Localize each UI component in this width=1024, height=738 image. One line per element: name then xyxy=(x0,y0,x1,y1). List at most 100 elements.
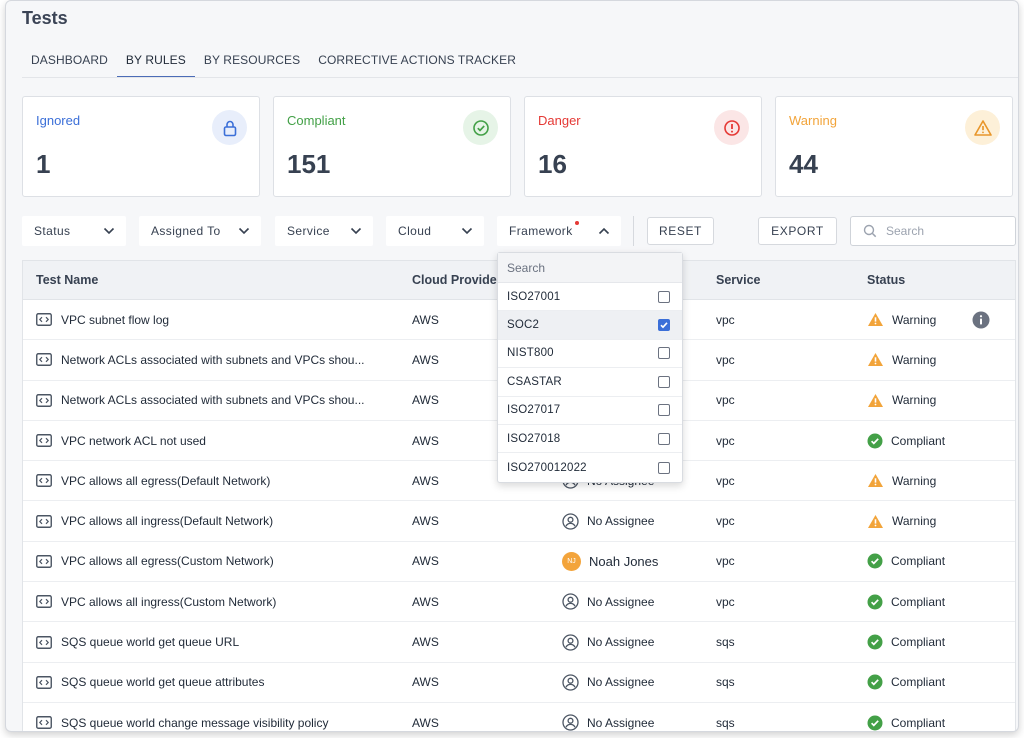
framework-option[interactable]: CSASTAR xyxy=(498,368,682,397)
test-name-cell: Network ACLs associated with subnets and… xyxy=(23,353,412,367)
status-cell: Compliant xyxy=(867,715,1007,731)
test-name[interactable]: VPC allows all egress(Custom Network) xyxy=(61,554,274,569)
test-name[interactable]: VPC network ACL not used xyxy=(61,433,206,448)
test-name[interactable]: SQS queue world get queue attributes xyxy=(61,675,265,690)
framework-option[interactable]: ISO27017 xyxy=(498,397,682,425)
checkbox[interactable] xyxy=(658,375,670,388)
assigned-to-filter-label: Assigned To xyxy=(151,224,221,238)
tab-by-resources[interactable]: BY RESOURCES xyxy=(203,53,301,67)
framework-option[interactable]: SOC2 xyxy=(498,311,682,340)
assignee-cell[interactable]: No Assignee xyxy=(562,674,716,691)
check-circle-icon xyxy=(867,553,883,569)
service-cell: vpc xyxy=(716,514,735,529)
service-cell: vpc xyxy=(716,473,735,488)
table-row[interactable]: VPC allows all egress(Default Network) AW… xyxy=(23,461,1015,502)
framework-filter[interactable]: Framework xyxy=(497,216,621,246)
user-icon xyxy=(562,633,579,651)
service-cell: vpc xyxy=(716,393,735,408)
test-name[interactable]: SQS queue world get queue URL xyxy=(61,635,240,650)
code-icon xyxy=(36,434,52,447)
warning-icon xyxy=(867,514,884,529)
assignee-cell[interactable]: No Assignee xyxy=(562,714,716,731)
compliant-card[interactable]: Compliant 151 xyxy=(273,96,511,197)
framework-option-label: SOC2 xyxy=(507,319,540,332)
warning-icon xyxy=(867,473,884,488)
checkbox[interactable] xyxy=(658,319,670,332)
code-icon xyxy=(36,353,52,367)
checkbox[interactable] xyxy=(658,290,670,303)
chevron-up-icon xyxy=(598,227,610,235)
assignee-cell[interactable]: No Assignee xyxy=(562,512,716,530)
service-cell: sqs xyxy=(716,635,735,650)
test-name[interactable]: Network ACLs associated with subnets and… xyxy=(61,393,365,408)
service-cell: vpc xyxy=(716,433,735,448)
test-name-cell: SQS queue world get queue URL xyxy=(23,635,412,649)
col-test-name[interactable]: Test Name xyxy=(36,273,99,287)
checkbox[interactable] xyxy=(658,461,670,474)
code-icon xyxy=(36,716,52,730)
tab-by-rules[interactable]: BY RULES xyxy=(116,49,195,78)
ignored-card[interactable]: Ignored 1 xyxy=(22,96,260,197)
assignee-cell[interactable]: No Assignee xyxy=(562,633,716,651)
test-name[interactable]: VPC allows all ingress(Default Network) xyxy=(61,514,274,529)
status-filter[interactable]: Status xyxy=(22,216,126,246)
active-filter-dot xyxy=(574,221,579,225)
chevron-down-icon xyxy=(461,227,473,235)
status-cell: Warning xyxy=(867,514,1007,529)
assignee-cell[interactable]: No Assignee xyxy=(562,593,716,610)
assignee-name: No Assignee xyxy=(587,675,655,690)
col-status[interactable]: Status xyxy=(867,273,906,287)
service-filter-label: Service xyxy=(287,224,330,238)
test-name[interactable]: VPC subnet flow log xyxy=(61,312,170,327)
checkbox[interactable] xyxy=(658,432,670,445)
framework-option-label: CSASTAR xyxy=(507,375,562,388)
cloud-filter[interactable]: Cloud xyxy=(386,216,484,246)
tab-dashboard[interactable]: DASHBOARD xyxy=(31,53,108,67)
framework-option[interactable]: ISO270012022 xyxy=(498,453,682,481)
framework-option[interactable]: ISO27001 xyxy=(498,283,682,312)
checkbox[interactable] xyxy=(658,404,670,417)
tab-corrective-actions-tracker[interactable]: CORRECTIVE ACTIONS TRACKER xyxy=(318,53,516,67)
warning-card[interactable]: Warning 44 xyxy=(775,96,1013,197)
col-cloud-provider[interactable]: Cloud Provide xyxy=(412,273,497,287)
status-cell: Compliant xyxy=(867,634,1007,650)
test-name[interactable]: Network ACLs associated with subnets and… xyxy=(61,352,365,367)
search-input[interactable] xyxy=(886,224,996,238)
user-icon xyxy=(562,593,579,610)
chevron-down-icon xyxy=(238,227,250,235)
service-cell: vpc xyxy=(716,352,735,367)
test-name[interactable]: VPC allows all egress(Default Network) xyxy=(61,473,271,488)
assigned-to-filter[interactable]: Assigned To xyxy=(139,216,261,246)
info-icon[interactable] xyxy=(972,311,990,329)
filter-divider xyxy=(633,216,634,246)
assignee-cell[interactable]: NJ Noah Jones xyxy=(562,551,716,571)
test-name-cell: VPC allows all ingress(Custom Network) xyxy=(23,595,412,609)
table-row[interactable]: VPC allows all egress(Custom Network) AWS… xyxy=(23,542,1015,583)
test-name-cell: VPC allows all ingress(Default Network) xyxy=(23,514,412,528)
export-button[interactable]: EXPORT xyxy=(758,217,837,245)
checkbox[interactable] xyxy=(658,347,670,360)
table-row[interactable]: VPC allows all ingress(Default Network) A… xyxy=(23,501,1015,542)
table-row[interactable]: SQS queue world get queue URL AWS No Assig… xyxy=(23,622,1015,663)
tab-divider xyxy=(22,77,1018,78)
framework-option[interactable]: ISO27018 xyxy=(498,425,682,454)
service-filter[interactable]: Service xyxy=(275,216,373,246)
status-label: Warning xyxy=(892,352,937,367)
framework-option[interactable]: NIST800 xyxy=(498,340,682,369)
user-icon xyxy=(562,714,579,731)
cloud-provider-cell: AWS xyxy=(412,393,439,408)
reset-button[interactable]: RESET xyxy=(647,217,714,245)
table-row[interactable]: VPC allows all ingress(Custom Network) AW… xyxy=(23,582,1015,623)
test-name[interactable]: VPC allows all ingress(Custom Network) xyxy=(61,594,277,609)
col-service[interactable]: Service xyxy=(716,273,761,287)
status-filter-label: Status xyxy=(34,224,71,238)
framework-search-input[interactable] xyxy=(507,260,667,275)
test-name[interactable]: SQS queue world change message visibilit… xyxy=(61,715,329,730)
table-row[interactable]: SQS queue world get queue attributes AWS N… xyxy=(23,663,1015,703)
table-row[interactable]: SQS queue world change message visibilit… xyxy=(23,703,1015,731)
cloud-provider-cell: AWS xyxy=(412,352,439,367)
danger-card[interactable]: Danger 16 xyxy=(524,96,762,197)
code-icon xyxy=(36,514,52,528)
cloud-provider-cell: AWS xyxy=(412,433,439,448)
warning-triangle-icon xyxy=(965,110,1000,145)
